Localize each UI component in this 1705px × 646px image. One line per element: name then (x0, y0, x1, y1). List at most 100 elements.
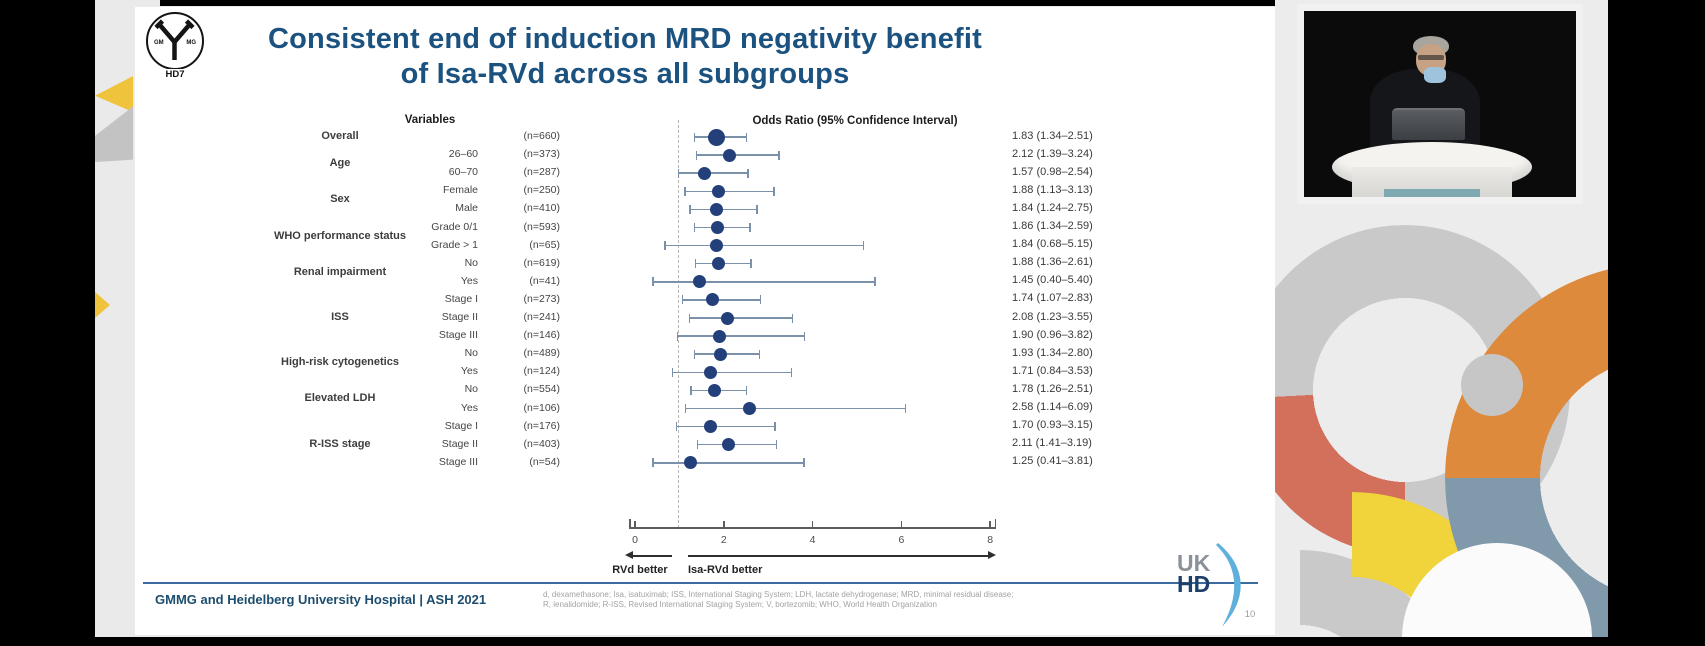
slide-title-line1: Consistent end of induction MRD negativi… (267, 23, 983, 55)
or-point (720, 311, 734, 325)
n-label: (n=373) (523, 148, 560, 161)
or-value: 1.70 (0.93–3.15) (1012, 419, 1093, 432)
ci-cap-high (775, 440, 778, 450)
subgroup-label: Grade 0/1 (431, 220, 478, 233)
subgroup-label: Stage I (444, 292, 478, 305)
axis-tick-label: 6 (898, 534, 905, 546)
subgroup-label: Stage I (444, 419, 478, 432)
or-value: 1.25 (0.41–3.81) (1012, 455, 1093, 468)
n-label: (n=273) (523, 292, 560, 305)
axis-tick (723, 521, 725, 527)
footer-abbreviations-line1: d, dexamethasone; Isa, isatuximab; ISS, … (543, 590, 1014, 599)
ci-cap-high (904, 404, 907, 413)
or-value: 1.57 (0.98–2.54) (1012, 165, 1093, 178)
subgroup-label: Stage III (438, 455, 478, 468)
group-label: High-risk cytogenetics (281, 356, 399, 369)
ukhd-logo-hd: HD (1177, 571, 1211, 597)
or-point (714, 347, 728, 361)
or-value: 1.90 (0.96–3.82) (1012, 328, 1093, 341)
ci-whisker (682, 299, 761, 301)
presentation-slide: GM MG HD7 Consistent end of induction MR… (135, 7, 1275, 635)
or-point (710, 202, 724, 216)
decor-gray-arrow (95, 106, 133, 162)
or-value: 1.83 (1.34–2.51) (1012, 129, 1093, 142)
group-label: WHO performance status (273, 229, 407, 242)
or-value: 2.58 (1.14–6.09) (1012, 401, 1093, 413)
background-art-panel (1275, 0, 1608, 637)
subgroup-label: Stage II (441, 437, 478, 450)
axis-end-tick (994, 519, 997, 527)
decor-gray-circle (1461, 354, 1523, 416)
group-label: Overall (321, 130, 359, 142)
or-point (710, 239, 724, 253)
reference-line (678, 120, 680, 528)
or-point (722, 148, 736, 162)
footer-divider (143, 582, 1258, 584)
ci-cap-low (652, 458, 654, 468)
n-label: (n=54) (529, 455, 560, 468)
or-value: 2.12 (1.39–3.24) (1012, 147, 1093, 160)
x-axis (629, 527, 997, 529)
or-value: 1.84 (0.68–5.15) (1012, 238, 1093, 251)
group-label: R-ISS stage (309, 437, 371, 450)
or-point (711, 257, 725, 271)
axis-tick-label: 8 (987, 534, 994, 546)
axis-tick (634, 521, 636, 527)
subgroup-label: Male (455, 202, 478, 215)
ci-whisker (653, 462, 805, 464)
n-label: (n=593) (523, 220, 560, 233)
ci-cap-low (690, 385, 692, 395)
ci-cap-high (803, 458, 805, 468)
n-label: (n=106) (523, 401, 560, 414)
ci-whisker (676, 425, 775, 428)
antibody-glyph (154, 19, 195, 60)
ci-cap-high (747, 168, 749, 178)
ci-cap-low (684, 186, 686, 196)
ukhd-logo: UK HD (1177, 552, 1211, 597)
odds-ratio-header: Odds Ratio (95% Confidence Interval) (752, 115, 958, 127)
ci-cap-low (684, 404, 687, 413)
or-value: 1.71 (0.84–3.53) (1012, 364, 1093, 377)
ci-cap-low (693, 349, 696, 359)
ci-cap-high (745, 132, 748, 142)
or-point (705, 293, 719, 307)
subgroup-label: 26–60 (448, 148, 478, 161)
page-number: 10 (1244, 609, 1256, 620)
ci-whisker (677, 335, 805, 337)
or-point (704, 365, 718, 379)
ci-whisker (685, 407, 906, 410)
presenter-video (1304, 11, 1576, 197)
footer-abbreviations-line2: R, lenalidomide; R-ISS, Revised Internat… (543, 600, 937, 609)
or-point (707, 128, 725, 146)
subgroup-label: Grade > 1 (431, 238, 478, 251)
ci-cap-high (773, 186, 775, 196)
or-value: 1.86 (1.34–2.59) (1012, 220, 1093, 232)
subgroup-label: No (464, 347, 478, 360)
ci-cap-low (688, 313, 691, 323)
ci-cap-high (791, 313, 794, 323)
axis-tick (811, 521, 814, 527)
stream-stage: GM MG HD7 Consistent end of induction MR… (95, 0, 1608, 637)
ukhd-swoosh-icon (1216, 543, 1241, 627)
decor-yellow-triangle (95, 292, 110, 318)
arrowhead-left-icon (625, 551, 633, 560)
ci-cap-low (677, 168, 680, 178)
ci-cap-high (774, 422, 776, 432)
ci-cap-high (790, 367, 793, 377)
or-value: 2.08 (1.23–3.55) (1012, 310, 1093, 323)
subgroup-label: Stage II (441, 311, 478, 323)
subgroup-label: Yes (460, 401, 478, 414)
subgroup-label: Yes (460, 274, 478, 287)
ci-cap-high (778, 150, 780, 160)
axis-tick-label: 0 (632, 534, 638, 546)
podium-base (1384, 189, 1480, 197)
n-label: (n=554) (523, 383, 560, 396)
or-point (712, 329, 726, 343)
ci-whisker (690, 208, 758, 211)
n-label: (n=410) (523, 202, 560, 215)
or-point (703, 420, 717, 434)
ci-cap-low (696, 440, 699, 450)
ci-cap-high (759, 295, 762, 305)
logo-text-mg: MG (186, 40, 196, 46)
or-value: 1.88 (1.13–3.13) (1012, 183, 1093, 196)
